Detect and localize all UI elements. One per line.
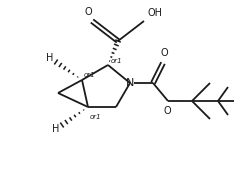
Text: or1: or1 <box>84 72 96 78</box>
Text: H: H <box>52 124 60 134</box>
Text: H: H <box>46 53 54 63</box>
Text: N: N <box>126 78 134 88</box>
Text: or1: or1 <box>111 58 123 64</box>
Text: O: O <box>160 48 168 58</box>
Text: O: O <box>163 106 171 116</box>
Text: or1: or1 <box>90 114 102 120</box>
Text: OH: OH <box>147 8 162 18</box>
Text: O: O <box>84 7 92 17</box>
